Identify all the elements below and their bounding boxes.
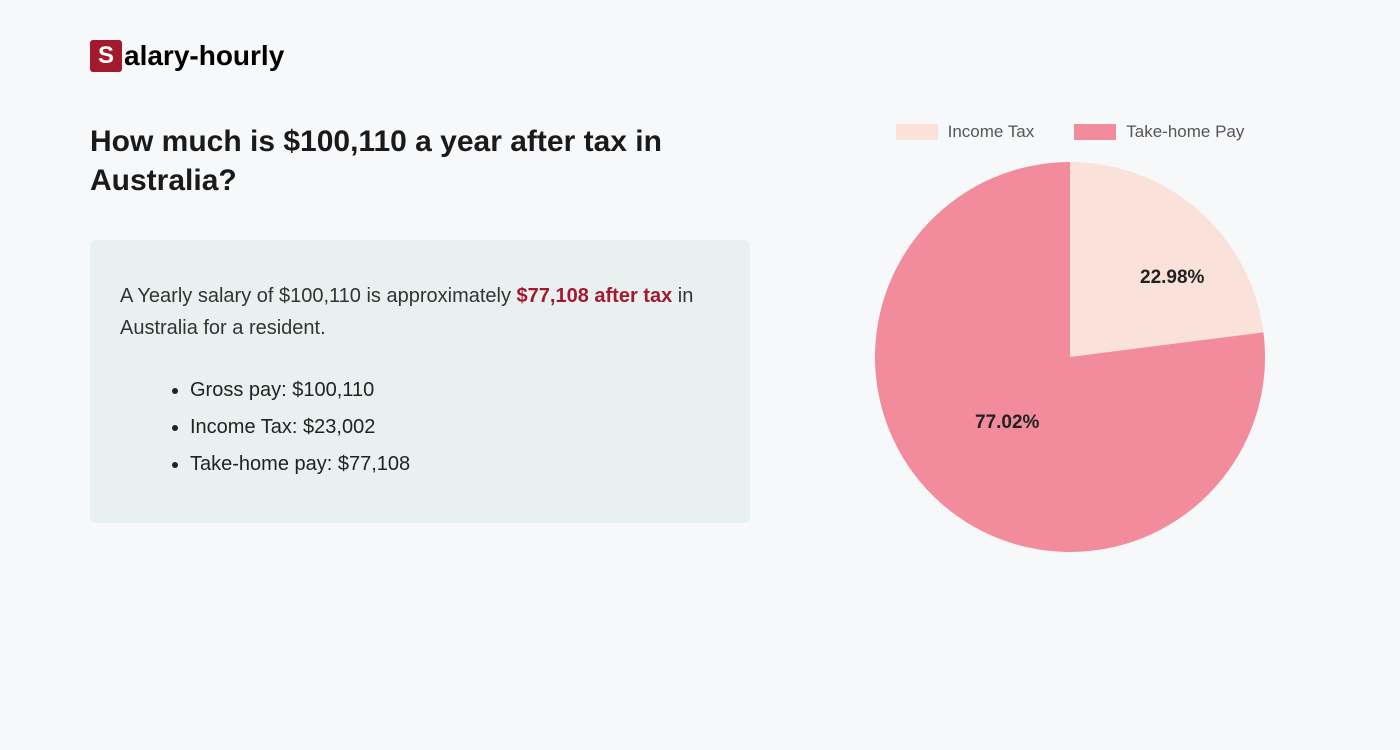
logo-icon: S — [90, 40, 122, 72]
pie-svg — [875, 162, 1265, 552]
legend-label: Income Tax — [948, 122, 1035, 142]
pie-slice-label-take-home: 77.02% — [975, 412, 1039, 434]
summary-highlight: $77,108 after tax — [517, 285, 673, 307]
legend-item-take-home: Take-home Pay — [1074, 122, 1244, 142]
site-logo: Salary-hourly — [90, 40, 1310, 72]
legend-swatch — [1074, 124, 1116, 140]
summary-prefix: A Yearly salary of $100,110 is approxima… — [120, 285, 517, 307]
list-item: Gross pay: $100,110 — [190, 372, 715, 409]
list-item: Income Tax: $23,002 — [190, 409, 715, 446]
logo-text: alary-hourly — [124, 40, 284, 72]
legend-item-income-tax: Income Tax — [896, 122, 1035, 142]
pie-slice-income-tax — [1070, 162, 1263, 357]
summary-text: A Yearly salary of $100,110 is approxima… — [120, 280, 715, 344]
summary-box: A Yearly salary of $100,110 is approxima… — [90, 240, 750, 523]
chart-legend: Income Tax Take-home Pay — [830, 122, 1310, 142]
pie-slice-label-income-tax: 22.98% — [1140, 267, 1204, 289]
legend-swatch — [896, 124, 938, 140]
legend-label: Take-home Pay — [1126, 122, 1244, 142]
list-item: Take-home pay: $77,108 — [190, 446, 715, 483]
detail-list: Gross pay: $100,110 Income Tax: $23,002 … — [120, 372, 715, 483]
page-title: How much is $100,110 a year after tax in… — [90, 122, 750, 200]
pie-chart: 22.98% 77.02% — [875, 162, 1265, 552]
